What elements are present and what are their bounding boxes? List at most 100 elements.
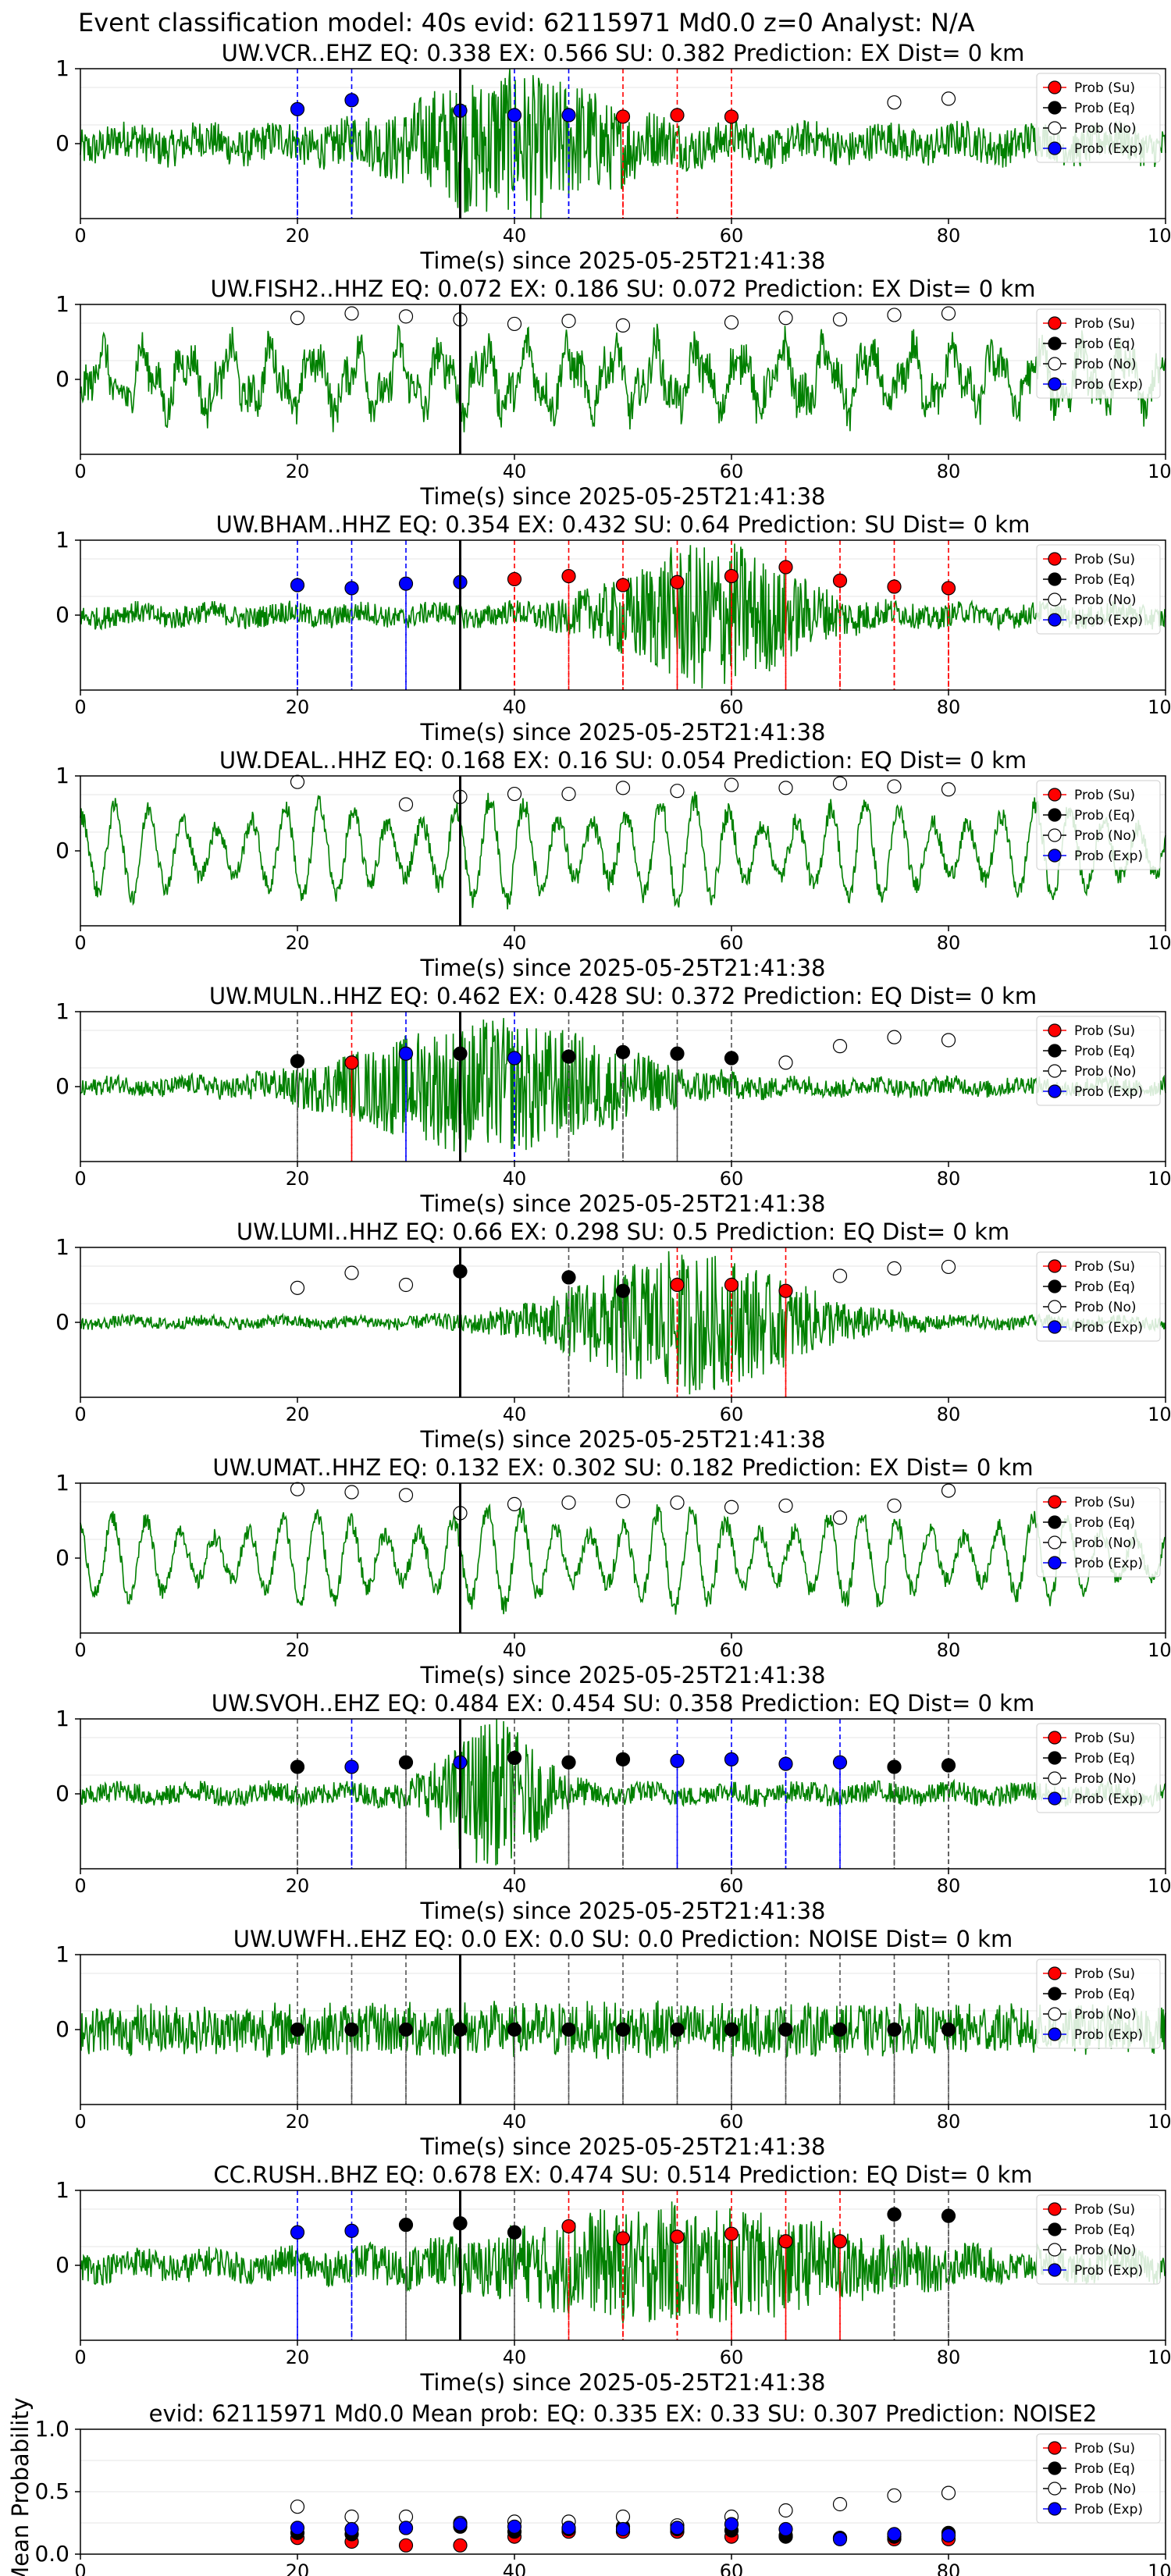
y-tick-label: 0 bbox=[55, 602, 69, 628]
prob-marker-su bbox=[778, 560, 793, 575]
prob-marker-eq bbox=[561, 1049, 576, 1064]
x-tick-label: 80 bbox=[937, 1404, 961, 1425]
waveform-trace bbox=[80, 791, 1166, 909]
prob-marker-eq bbox=[615, 1752, 631, 1767]
legend-box bbox=[1036, 780, 1161, 870]
legend-label-no: Prob (No) bbox=[1074, 357, 1137, 372]
x-tick-label: 100 bbox=[1148, 2347, 1171, 2368]
legend-marker-su bbox=[1048, 1495, 1062, 1509]
panel-title: UW.LUMI..HHZ EQ: 0.66 EX: 0.298 SU: 0.5 … bbox=[237, 1219, 1009, 1245]
legend-marker-eq bbox=[1048, 2222, 1062, 2236]
prob-marker-exp bbox=[561, 108, 576, 123]
legend-marker-no bbox=[1048, 2482, 1062, 2496]
legend-label-no: Prob (No) bbox=[1074, 1300, 1137, 1315]
prob-marker-eq bbox=[887, 2207, 902, 2222]
mean-prob-marker-su bbox=[398, 2538, 414, 2553]
legend-label-su: Prob (Su) bbox=[1074, 1731, 1135, 1746]
waveform-panel: UW.SVOH..EHZ EQ: 0.484 EX: 0.454 SU: 0.3… bbox=[55, 1690, 1171, 1924]
legend-marker-su bbox=[1048, 316, 1062, 330]
x-tick-label: 20 bbox=[286, 1168, 310, 1190]
y-tick-label: 1 bbox=[55, 1706, 69, 1731]
mean-prob-marker-no bbox=[941, 2485, 956, 2500]
waveform-panel: CC.RUSH..BHZ EQ: 0.678 EX: 0.474 SU: 0.5… bbox=[55, 2161, 1171, 2396]
y-tick-label: 0 bbox=[55, 1545, 69, 1571]
x-tick-label: 100 bbox=[1148, 225, 1171, 247]
legend-box bbox=[1036, 2194, 1161, 2285]
mean-prob-marker-exp bbox=[453, 2517, 468, 2532]
prob-marker-no bbox=[615, 318, 631, 333]
x-axis-label: Time(s) since 2025-05-25T21:41:38 bbox=[420, 1190, 826, 1217]
prob-marker-exp bbox=[724, 1752, 739, 1767]
figure-suptitle: Event classification model: 40s evid: 62… bbox=[78, 8, 975, 37]
y-tick-label: 0 bbox=[55, 2016, 69, 2042]
legend-marker-eq bbox=[1048, 572, 1062, 586]
x-tick-label: 80 bbox=[937, 932, 961, 954]
x-tick-label: 20 bbox=[286, 1404, 310, 1425]
legend-label-exp: Prob (Exp) bbox=[1074, 2027, 1143, 2043]
legend-label-su: Prob (Su) bbox=[1074, 1495, 1135, 1510]
x-tick-label: 40 bbox=[503, 1875, 527, 1897]
prob-marker-eq bbox=[724, 2022, 739, 2037]
x-axis-label: Time(s) since 2025-05-25T21:41:38 bbox=[420, 247, 826, 274]
legend-marker-su bbox=[1048, 1731, 1062, 1745]
legend-label-eq: Prob (Eq) bbox=[1074, 572, 1135, 588]
y-tick-label: 1 bbox=[55, 2177, 69, 2203]
prob-marker-exp bbox=[344, 2223, 359, 2238]
legend-label-su: Prob (Su) bbox=[1074, 1966, 1135, 1982]
mean-prob-marker-no bbox=[832, 2496, 848, 2512]
mean-prob-marker-exp bbox=[290, 2521, 305, 2535]
x-tick-label: 0 bbox=[74, 1404, 86, 1425]
x-tick-label: 40 bbox=[503, 2347, 527, 2368]
prob-marker-su bbox=[615, 109, 631, 124]
prob-marker-no bbox=[561, 314, 576, 329]
x-tick-label: 0 bbox=[74, 461, 86, 482]
x-tick-label: 20 bbox=[286, 2111, 310, 2133]
prob-marker-no bbox=[398, 309, 414, 324]
prob-marker-no bbox=[290, 1482, 305, 1496]
legend-marker-eq bbox=[1048, 2461, 1062, 2475]
legend-marker-eq bbox=[1048, 336, 1062, 350]
y-tick-label: 0 bbox=[55, 130, 69, 156]
prob-marker-no bbox=[615, 1493, 631, 1509]
mean-prob-marker-no bbox=[615, 2509, 631, 2524]
legend-marker-su bbox=[1048, 2441, 1062, 2455]
legend-label-exp: Prob (Exp) bbox=[1074, 613, 1143, 628]
legend-box bbox=[1036, 544, 1161, 635]
prob-marker-no bbox=[941, 1033, 956, 1048]
prob-marker-exp bbox=[398, 1046, 414, 1061]
prob-marker-no bbox=[507, 786, 522, 802]
prob-marker-su bbox=[724, 109, 739, 124]
prob-marker-su bbox=[778, 2234, 793, 2249]
prob-marker-eq bbox=[832, 2022, 848, 2037]
x-axis-label: Time(s) since 2025-05-25T21:41:38 bbox=[420, 483, 826, 510]
x-tick-label: 80 bbox=[937, 696, 961, 718]
prob-marker-su bbox=[615, 2231, 631, 2246]
prob-marker-exp bbox=[398, 576, 414, 591]
x-tick-label: 20 bbox=[286, 225, 310, 247]
x-tick-label: 20 bbox=[286, 2347, 310, 2368]
prob-marker-eq bbox=[615, 1044, 631, 1059]
legend-label-su: Prob (Su) bbox=[1074, 2202, 1135, 2218]
mean-prob-marker-exp bbox=[887, 2527, 902, 2542]
legend-box bbox=[1036, 1251, 1161, 1342]
legend-label-su: Prob (Su) bbox=[1074, 316, 1135, 332]
legend-marker-exp bbox=[1048, 849, 1062, 863]
prob-marker-no bbox=[778, 1055, 793, 1070]
waveform-trace bbox=[80, 543, 1166, 689]
x-tick-label: 60 bbox=[720, 932, 744, 954]
x-tick-label: 60 bbox=[720, 696, 744, 718]
prob-marker-no bbox=[398, 1488, 414, 1503]
prob-marker-exp bbox=[832, 1755, 848, 1770]
prob-marker-eq bbox=[290, 1054, 305, 1069]
waveform-panel: UW.MULN..HHZ EQ: 0.462 EX: 0.428 SU: 0.3… bbox=[55, 983, 1171, 1217]
prob-marker-no bbox=[507, 316, 522, 332]
waveform-panel: UW.VCR..EHZ EQ: 0.338 EX: 0.566 SU: 0.38… bbox=[55, 40, 1171, 274]
prob-marker-no bbox=[724, 315, 739, 330]
prob-marker-no bbox=[941, 1259, 956, 1275]
prob-marker-su bbox=[670, 108, 685, 123]
legend-label-no: Prob (No) bbox=[1074, 2482, 1137, 2497]
legend-label-exp: Prob (Exp) bbox=[1074, 377, 1143, 393]
prob-marker-eq bbox=[778, 2022, 793, 2037]
prob-marker-no bbox=[778, 311, 793, 326]
